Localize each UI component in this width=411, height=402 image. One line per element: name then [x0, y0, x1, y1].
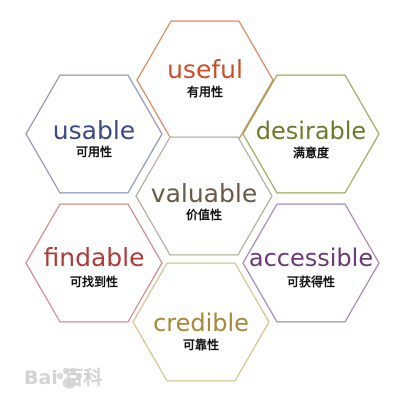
hexagon-findable-shape: [25, 203, 163, 323]
hexagon-valuable-label: valuable: [151, 179, 257, 208]
hexagon-findable-label: findable: [44, 243, 145, 272]
hexagon-accessible-sublabel: 可获得性: [287, 274, 335, 289]
hexagon-usable-label: usable: [53, 116, 135, 145]
hexagon-useful-label: useful: [167, 55, 243, 84]
hexagon-findable-sublabel: 可找到性: [70, 274, 118, 289]
watermark: Bai 百科: [24, 366, 102, 389]
hexagon-valuable-shape: [135, 136, 273, 256]
hexagon-accessible-label: accessible: [249, 244, 373, 272]
hexagon-desirable-shape: [242, 74, 380, 194]
hexagon-accessible: accessible 可获得性: [242, 203, 380, 323]
hexagon-credible-sublabel: 可靠性: [183, 337, 219, 352]
watermark-text: Bai 百科: [24, 366, 102, 389]
hexagon-credible-label: credible: [153, 309, 249, 337]
hexagon-usable-shape: [25, 74, 163, 194]
hexagon-findable: findable 可找到性: [25, 203, 163, 323]
hexagon-usable-sublabel: 可用性: [76, 144, 112, 159]
hexagon-credible-shape: [132, 262, 270, 382]
paw-logo-icon: [56, 367, 83, 389]
hexagon-useful-sublabel: 有用性: [187, 84, 223, 99]
hexagon-desirable-label: desirable: [256, 117, 366, 145]
hexagon-accessible-shape: [242, 203, 380, 323]
hexagon-valuable-sublabel: 价值性: [186, 207, 222, 222]
hexagon-desirable-sublabel: 满意度: [293, 145, 330, 160]
